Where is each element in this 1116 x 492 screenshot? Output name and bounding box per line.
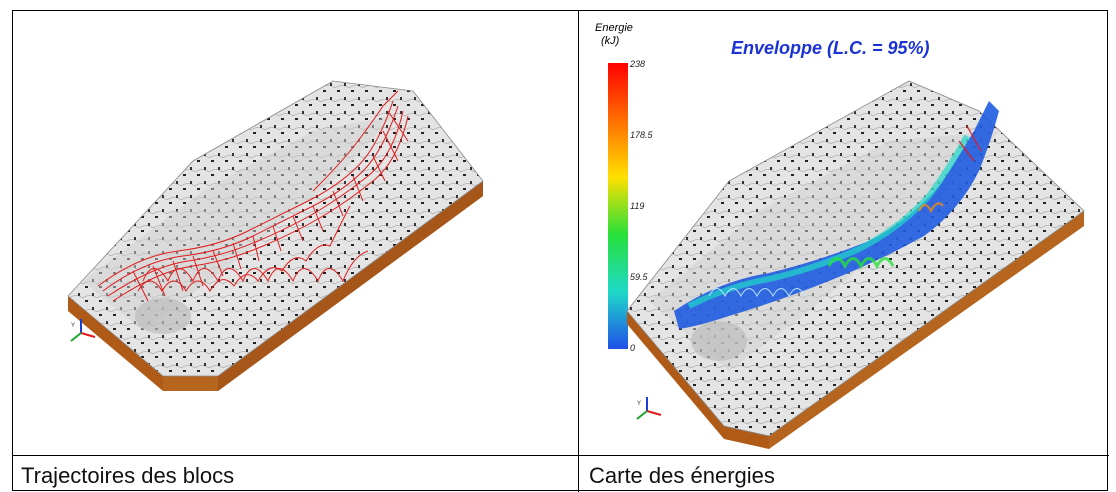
- colorbar: [608, 63, 628, 349]
- legend-tick-0: 238: [629, 59, 645, 69]
- energy-map-image: Energie (kJ) 238 178.5 119 59.5 0 Envelo…: [579, 11, 1109, 455]
- legend-title-line1: Energie: [595, 22, 633, 34]
- svg-text:Y: Y: [637, 401, 641, 407]
- column-divider: [578, 11, 579, 492]
- energy-envelope: [674, 101, 999, 329]
- caption-energy-map: Carte des énergies: [589, 463, 775, 488]
- envelope-title: Enveloppe (L.C. = 95%): [731, 38, 930, 58]
- axis-triad: Y: [636, 397, 662, 420]
- legend-tick-3: 59.5: [630, 272, 649, 282]
- legend-title-line2: (kJ): [601, 35, 620, 47]
- row-divider: [13, 455, 1109, 456]
- svg-text:Y: Y: [71, 323, 75, 329]
- axis-triad: Y: [70, 319, 96, 342]
- figure-table: Y: [12, 10, 1109, 492]
- trajectory-lines: [97, 90, 409, 302]
- trajectories-image: Y: [13, 11, 578, 455]
- caption-trajectories: Trajectoires des blocs: [21, 463, 235, 488]
- legend-tick-1: 178.5: [630, 130, 654, 140]
- legend-tick-2: 119: [630, 201, 644, 211]
- legend-tick-4: 0: [630, 343, 635, 353]
- energy-legend: Energie (kJ) 238 178.5 119 59.5 0: [595, 22, 654, 353]
- terrain-block: [67, 80, 484, 391]
